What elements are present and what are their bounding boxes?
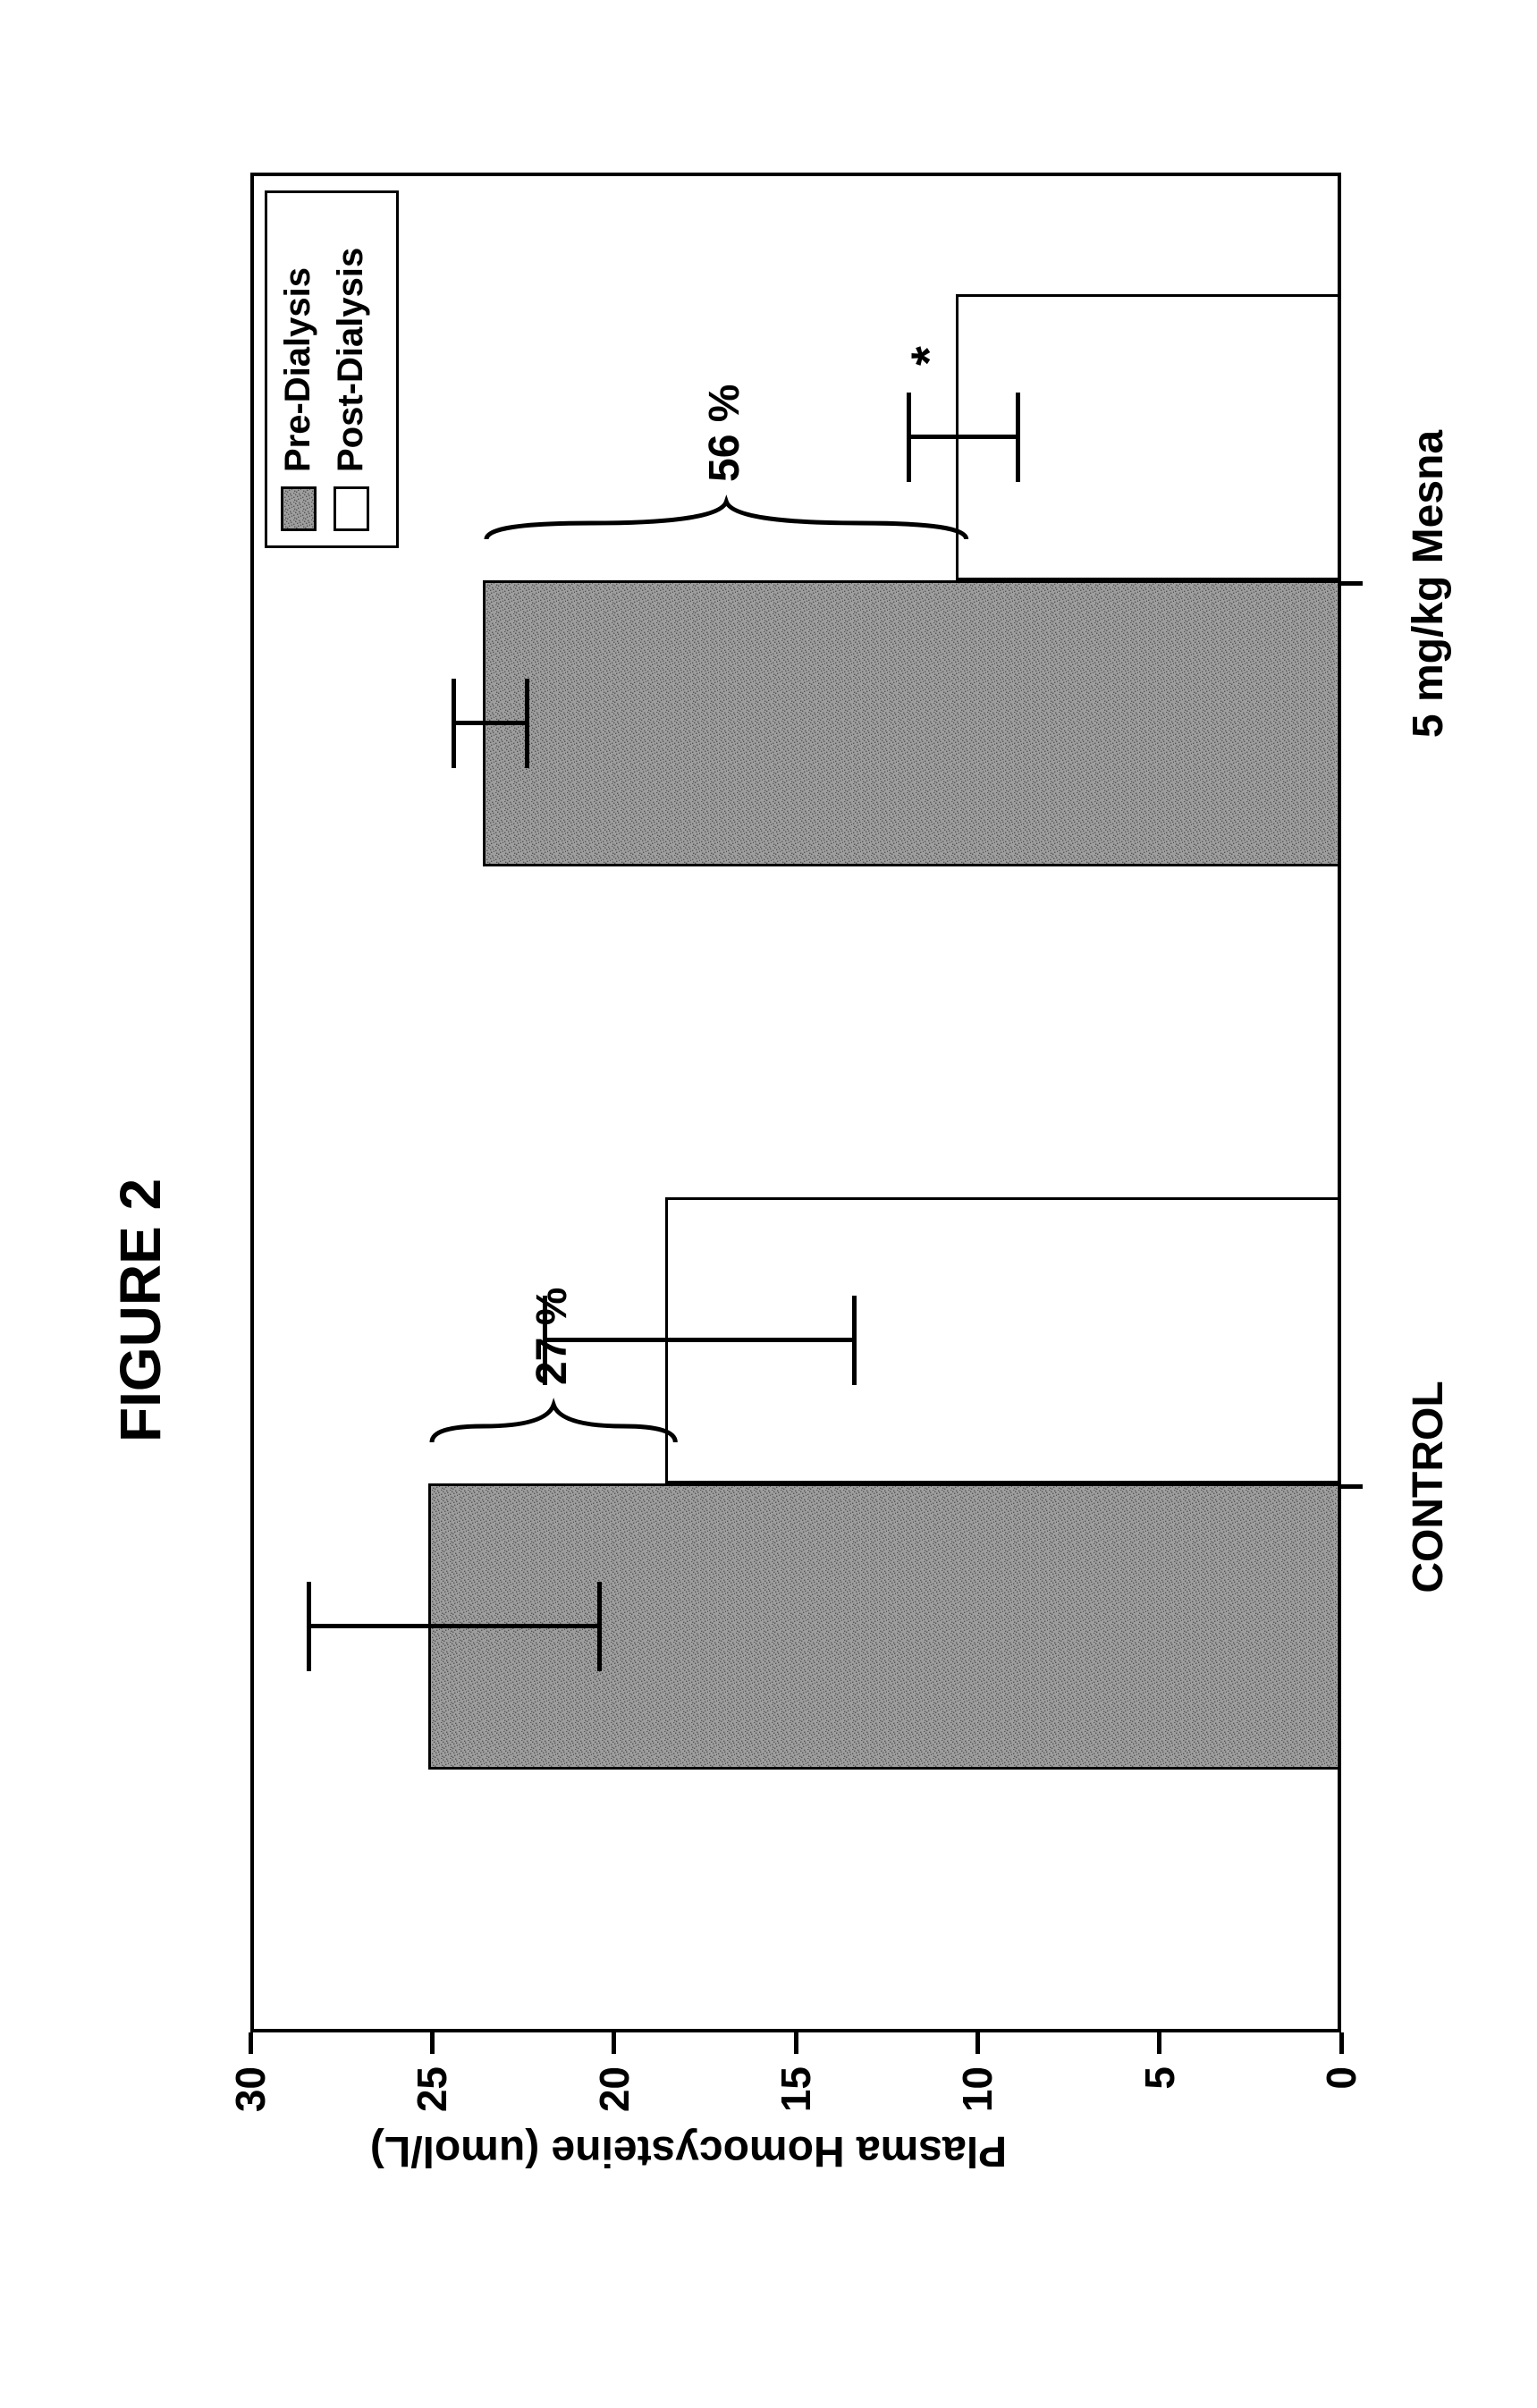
- ytick-mark: [612, 2032, 616, 2054]
- pre-dialysis-bar: [483, 580, 1338, 866]
- xtick-mark: [1341, 1485, 1363, 1490]
- ytick-mark: [430, 2032, 435, 2054]
- legend: Pre-Dialysis Post-Dialysis: [265, 190, 399, 548]
- group-label: 5 mg/kg Mesna: [1404, 316, 1453, 852]
- legend-row: Post-Dialysis: [331, 207, 371, 531]
- pct-reduction-label: 56 %: [700, 384, 749, 482]
- ytick-mark: [975, 2032, 980, 2054]
- ytick-mark: [249, 2032, 253, 2054]
- legend-label: Post-Dialysis: [331, 248, 371, 472]
- post-legend-swatch: [334, 486, 369, 531]
- ytick-label: 30: [226, 2066, 274, 2112]
- legend-row: Pre-Dialysis: [278, 207, 318, 531]
- plot-frame: 27 % 56 % *: [250, 173, 1341, 2032]
- group-label: CONTROL: [1404, 1219, 1453, 1755]
- ytick-mark: [794, 2032, 798, 2054]
- ytick-label: 15: [772, 2066, 820, 2112]
- ytick-mark: [1339, 2032, 1344, 2054]
- xtick-mark: [1341, 582, 1363, 587]
- figure-title: FIGURE 2: [107, 1179, 173, 1442]
- yaxis-title: Plasma Homocysteine (umol/L): [143, 2126, 1234, 2176]
- plot-area: 27 % 56 % *: [254, 176, 1338, 2029]
- legend-label: Pre-Dialysis: [278, 267, 318, 472]
- ytick-label: 5: [1136, 2066, 1184, 2090]
- significance-star: *: [899, 346, 958, 366]
- ytick-label: 0: [1317, 2066, 1365, 2090]
- brace: [481, 491, 972, 545]
- brace: [426, 1394, 680, 1448]
- ytick-label: 10: [953, 2066, 1001, 2112]
- pct-reduction-label: 27 %: [528, 1288, 577, 1385]
- pre-legend-swatch: [281, 486, 317, 531]
- ytick-mark: [1157, 2032, 1161, 2054]
- ytick-label: 25: [408, 2066, 456, 2112]
- ytick-label: 20: [590, 2066, 638, 2112]
